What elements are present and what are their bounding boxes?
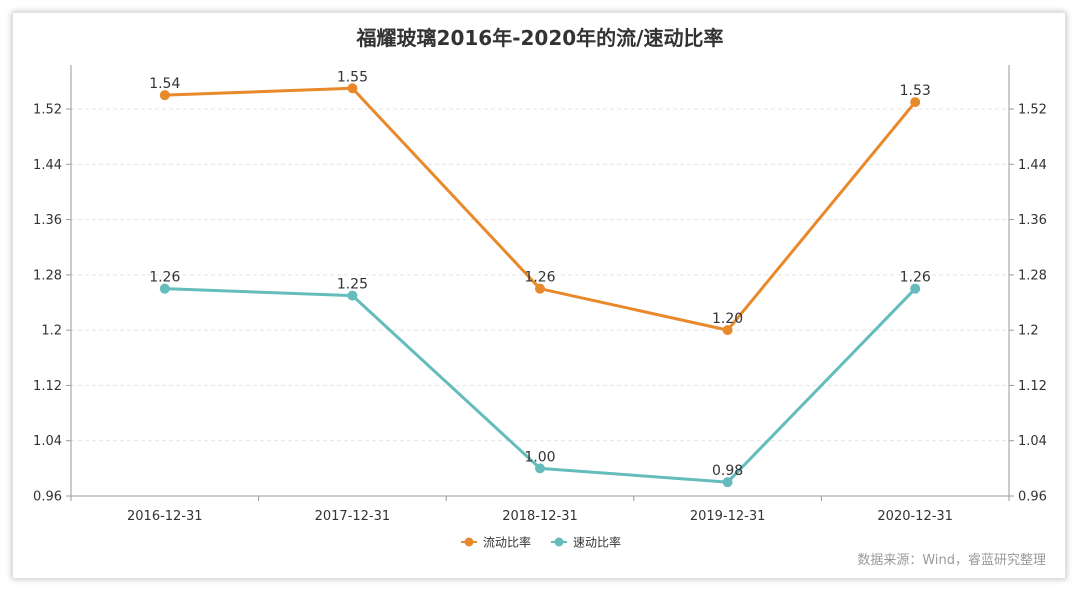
y-tick-label-left: 1.12 [33, 379, 62, 394]
y-tick-label-right: 1.12 [1018, 379, 1047, 394]
data-point [535, 283, 545, 294]
y-tick-label-right: 1.2 [1018, 324, 1039, 339]
data-label: 1.25 [337, 277, 368, 293]
x-tick-label: 2018-12-31 [502, 509, 578, 524]
data-label: 1.26 [900, 270, 931, 286]
data-point [159, 283, 170, 294]
data-label: 1.20 [712, 311, 743, 327]
legend: 流动比率 速动比率 [461, 535, 621, 550]
axis-layer: 0.96 0.96 1.04 1.04 1.12 1.12 1.2 1.2 1.28 1.28 1.… [33, 65, 1047, 524]
data-label-layer: 1.54 1.55 1.26 1.20 1.53 1.26 1.25 1.00 0.98 1.26 [149, 69, 931, 479]
y-tick-label-right: 1.04 [1018, 434, 1047, 449]
grid-layer [71, 108, 1009, 442]
legend-swatch-dot [554, 537, 564, 547]
y-tick-label-left: 1.04 [33, 434, 62, 449]
chart-frame [12, 12, 1066, 579]
data-label: 1.54 [149, 76, 180, 92]
y-tick-label-right: 1.52 [1018, 103, 1047, 118]
y-tick-label-left: 1.44 [33, 158, 62, 173]
data-point [347, 290, 358, 301]
chart-title: 福耀玻璃2016年-2020年的流/速动比率 [356, 26, 724, 50]
legend-swatch-dot [464, 537, 474, 547]
y-tick-label-left: 1.2 [41, 324, 62, 339]
data-label: 1.55 [337, 69, 368, 85]
series-layer [159, 83, 921, 488]
legend-label: 速动比率 [573, 535, 621, 550]
data-point [910, 97, 921, 108]
data-point [910, 283, 921, 294]
data-point [722, 477, 733, 488]
data-point [347, 83, 358, 94]
data-label: 1.53 [900, 83, 931, 99]
x-tick-label: 2016-12-31 [127, 509, 203, 524]
source-note: 数据来源：Wind，睿蓝研究整理 [857, 553, 1046, 568]
data-label: 0.98 [712, 463, 743, 479]
y-tick-label-right: 1.44 [1018, 158, 1047, 173]
y-tick-label-right: 0.96 [1018, 490, 1047, 505]
data-point [535, 463, 545, 474]
y-tick-label-left: 0.96 [33, 490, 62, 505]
data-point [722, 325, 733, 336]
y-tick-label-right: 1.36 [1018, 213, 1047, 228]
data-label: 1.26 [524, 270, 555, 286]
legend-label: 流动比率 [483, 535, 531, 550]
x-tick-label: 2019-12-31 [690, 509, 766, 524]
x-tick-label: 2020-12-31 [877, 509, 953, 524]
x-tick-label: 2017-12-31 [315, 509, 391, 524]
data-point [159, 90, 170, 101]
y-tick-label-left: 1.36 [33, 213, 62, 228]
y-tick-label-left: 1.28 [33, 268, 62, 283]
y-tick-label-left: 1.52 [33, 103, 62, 118]
data-label: 1.00 [524, 449, 555, 465]
data-label: 1.26 [149, 270, 180, 286]
y-tick-label-right: 1.28 [1018, 268, 1047, 283]
